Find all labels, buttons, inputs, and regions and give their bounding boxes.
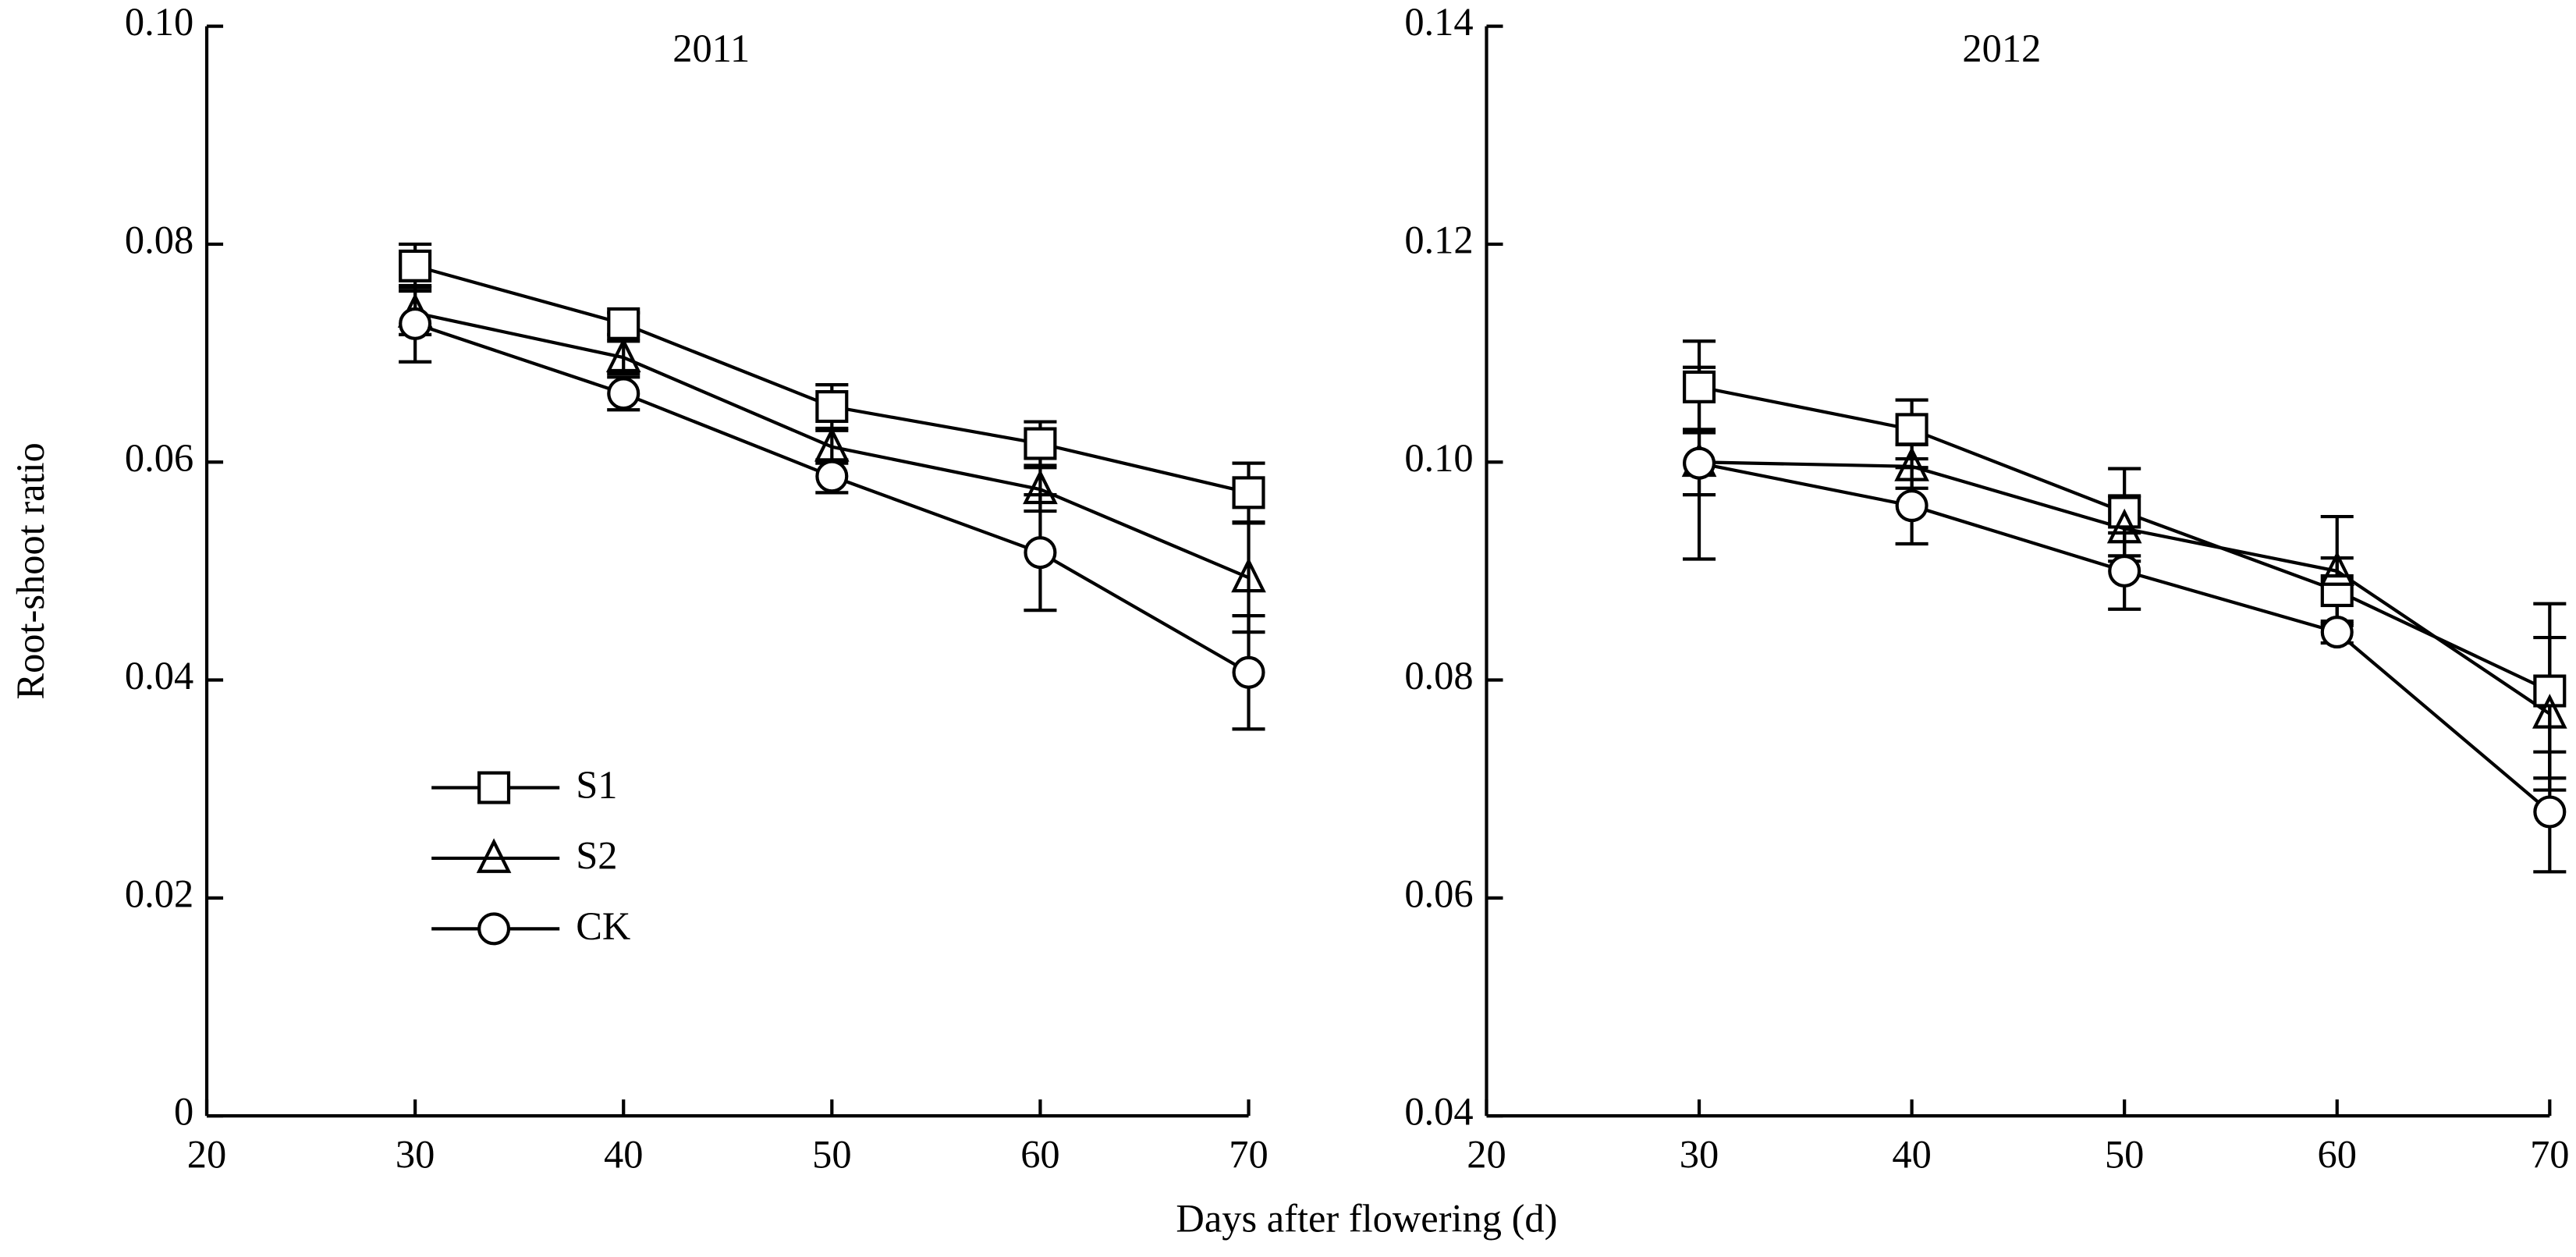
y-tick-label: 0.08 bbox=[1404, 654, 1473, 698]
data-point bbox=[2533, 674, 2567, 708]
data-point bbox=[1024, 427, 1057, 460]
x-tick-label: 50 bbox=[812, 1132, 851, 1176]
data-point bbox=[1232, 476, 1265, 510]
data-point bbox=[1895, 489, 1928, 523]
legend-marker bbox=[476, 838, 512, 873]
y-tick-label: 0.06 bbox=[125, 436, 193, 480]
y-tick-label: 0.04 bbox=[125, 654, 193, 698]
data-point bbox=[2320, 616, 2354, 649]
data-point bbox=[1895, 413, 1928, 446]
y-tick-label: 0.04 bbox=[1404, 1090, 1473, 1134]
x-tick-label: 30 bbox=[396, 1132, 435, 1176]
data-point bbox=[2108, 554, 2141, 588]
y-tick-label: 0.10 bbox=[125, 0, 193, 44]
x-axis-label: Days after flowering (d) bbox=[1176, 1196, 1557, 1240]
chart-title: 2012 bbox=[1962, 27, 2041, 70]
legend-label: CK bbox=[576, 904, 630, 948]
data-point bbox=[1231, 557, 1266, 593]
y-tick-label: 0.08 bbox=[125, 218, 193, 262]
data-point bbox=[2533, 795, 2567, 829]
y-tick-label: 0 bbox=[174, 1090, 193, 1134]
data-point bbox=[607, 307, 640, 340]
x-tick-label: 60 bbox=[2318, 1132, 2357, 1176]
y-tick-label: 0.06 bbox=[1404, 872, 1473, 915]
data-point bbox=[815, 460, 849, 493]
x-tick-label: 30 bbox=[1680, 1132, 1719, 1176]
data-point bbox=[2320, 573, 2354, 608]
series-line bbox=[414, 321, 1250, 674]
legend-marker bbox=[477, 771, 511, 804]
data-point bbox=[2532, 694, 2567, 729]
x-tick-label: 20 bbox=[1467, 1132, 1506, 1176]
data-point bbox=[1683, 370, 1716, 403]
error-bar bbox=[2320, 514, 2354, 627]
data-point bbox=[605, 337, 641, 373]
y-tick-label: 0.02 bbox=[125, 872, 193, 915]
data-point bbox=[1232, 655, 1265, 689]
legend-marker bbox=[477, 912, 511, 946]
data-point bbox=[1683, 446, 1716, 480]
data-point bbox=[2106, 508, 2142, 544]
y-axis-label: Root-shoot ratio bbox=[9, 442, 52, 699]
x-tick-label: 70 bbox=[2530, 1132, 2569, 1176]
data-point bbox=[1024, 536, 1057, 570]
y-tick-label: 0.12 bbox=[1404, 218, 1473, 262]
x-tick-label: 40 bbox=[604, 1132, 643, 1176]
data-point bbox=[1894, 446, 1929, 481]
legend-label: S1 bbox=[576, 763, 617, 807]
data-point bbox=[815, 389, 849, 424]
x-tick-label: 20 bbox=[187, 1132, 226, 1176]
x-tick-label: 70 bbox=[1229, 1132, 1268, 1176]
data-point bbox=[399, 249, 432, 282]
chart-title: 2011 bbox=[672, 27, 750, 70]
data-point bbox=[1023, 469, 1058, 505]
x-tick-label: 60 bbox=[1020, 1132, 1059, 1176]
error-bar bbox=[607, 339, 640, 376]
data-point bbox=[607, 377, 640, 410]
legend-label: S2 bbox=[576, 834, 617, 878]
data-point bbox=[399, 307, 432, 340]
y-tick-label: 0.10 bbox=[1404, 436, 1473, 480]
x-tick-label: 40 bbox=[1892, 1132, 1931, 1176]
x-tick-label: 50 bbox=[2105, 1132, 2144, 1176]
y-tick-label: 0.14 bbox=[1404, 0, 1473, 44]
data-point bbox=[2319, 551, 2355, 586]
